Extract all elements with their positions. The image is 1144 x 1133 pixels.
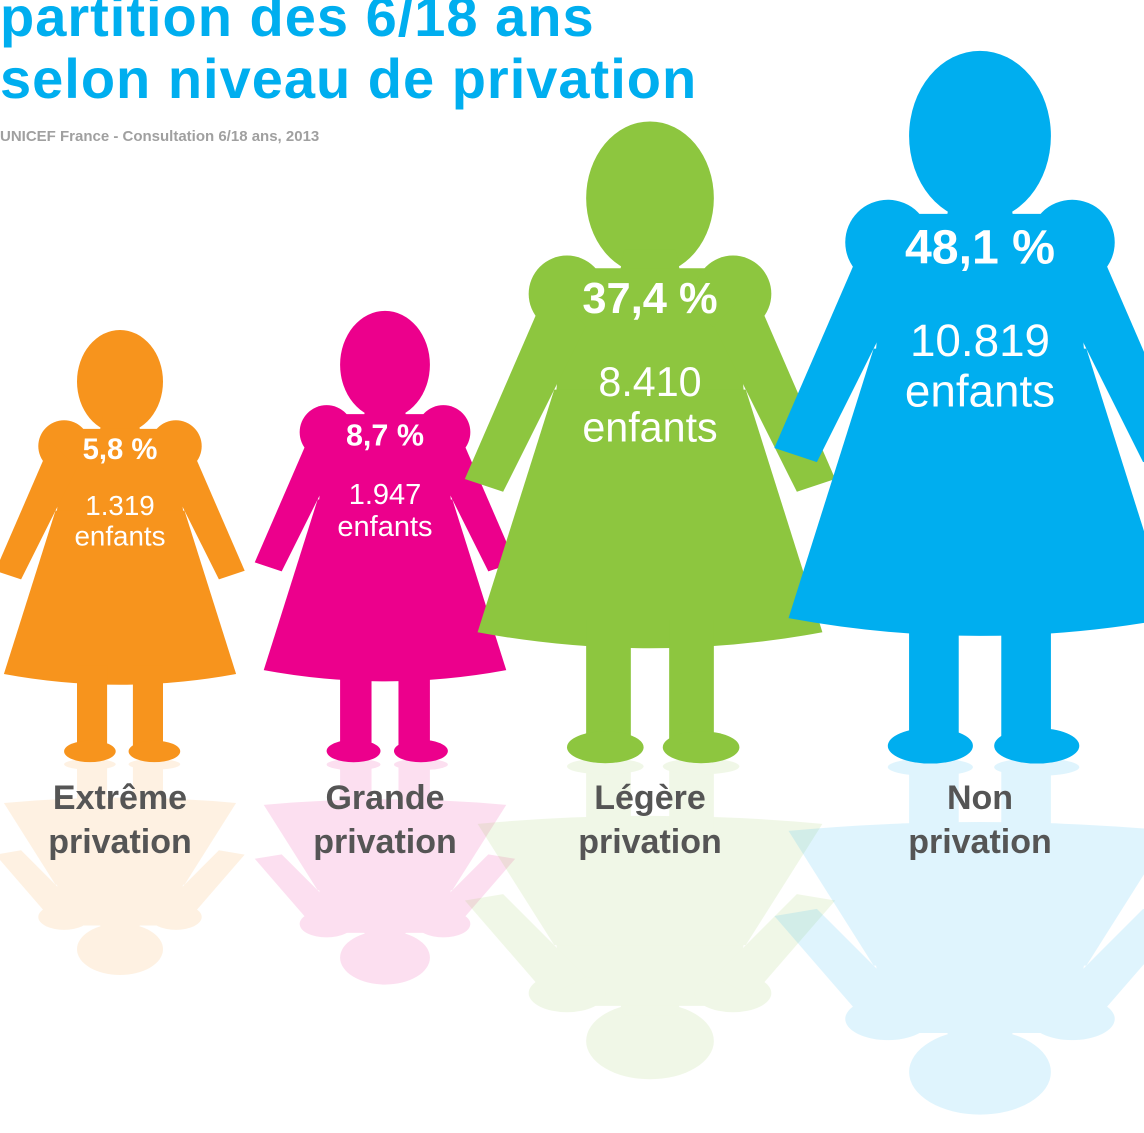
- silhouette-part: [994, 728, 1079, 763]
- count-unit: enfants: [337, 511, 432, 543]
- page: partition des 6/18 ans selon niveau de p…: [0, 0, 1144, 1133]
- silhouette-part: [567, 731, 644, 763]
- silhouette-part: [327, 740, 381, 762]
- silhouette-part: [340, 661, 371, 746]
- value-label: 8,7 %: [346, 419, 424, 453]
- silhouette-part: [77, 665, 107, 747]
- count-label: 1.319: [85, 490, 154, 521]
- count-unit: enfants: [905, 365, 1055, 416]
- category-label: Non privation: [890, 776, 1070, 864]
- silhouette-part: [909, 604, 959, 739]
- count-unit: enfants: [582, 405, 717, 451]
- chart: 5,8 %1.319enfants8,7 %1.947enfants37,4 %…: [0, 0, 1144, 1133]
- silhouette-part: [64, 741, 116, 763]
- silhouette-part: [398, 661, 429, 746]
- silhouette-part: [129, 741, 181, 763]
- count-unit: enfants: [74, 521, 165, 552]
- silhouette-part: [669, 620, 714, 741]
- count-label: 1.947: [349, 479, 422, 511]
- silhouette-part: [394, 740, 448, 762]
- silhouette-part: [133, 665, 163, 747]
- count-label: 10.819: [910, 315, 1050, 366]
- silhouette-part: [1001, 604, 1051, 739]
- category-label: Légère privation: [560, 776, 740, 864]
- value-label: 5,8 %: [83, 434, 158, 466]
- category-label: Extrême privation: [30, 776, 210, 864]
- silhouette-part: [888, 728, 973, 763]
- count-label: 8.410: [598, 359, 701, 405]
- silhouette-part: [586, 620, 631, 741]
- value-label: 37,4 %: [582, 275, 717, 323]
- silhouette-part: [663, 731, 740, 763]
- value-label: 48,1 %: [905, 221, 1055, 275]
- category-label: Grande privation: [295, 776, 475, 864]
